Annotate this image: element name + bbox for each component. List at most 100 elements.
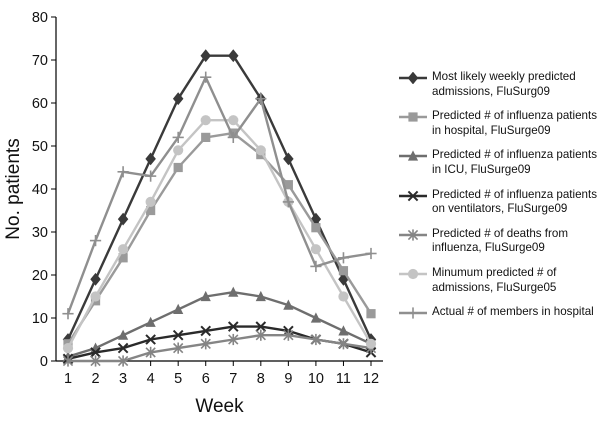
series-3-point [310,312,322,323]
series-6-point [200,115,211,126]
series-6-point [310,244,322,255]
series-6-point [365,338,377,349]
x-tick-label: 9 [284,371,292,387]
x-tick-label: 7 [229,371,237,387]
series-6-point [255,145,266,156]
series-2 [63,128,376,349]
legend-marker [407,307,419,319]
legend-marker [407,150,419,161]
series-4-point [90,347,101,358]
series-6-point [173,145,184,156]
series-2-point [118,253,128,263]
series-7 [62,71,377,320]
series-5-point [310,333,322,346]
legend-marker [407,229,419,241]
y-tick-label: 20 [32,268,48,284]
legend-swatch [399,190,427,201]
series-5-point [90,355,101,367]
legend-swatch [399,72,427,84]
x-tick-label: 12 [363,371,379,387]
legend-swatch [399,229,427,241]
series-4-point [200,325,212,337]
legend-label: Most likely weekly predicted admissions,… [432,70,576,98]
series-7-point [172,131,184,143]
x-tick-label: 4 [147,371,155,387]
legend-label: Predicted # of influenza patients in ICU… [432,148,597,176]
series-5-point [200,338,211,350]
legend-marker [407,72,419,84]
series-7-point [227,131,239,143]
legend-label: Predicted # of influenza patients in hos… [432,109,597,137]
legend-item: Predicted # of influenza patients in ICU… [398,148,598,177]
series-7-point [89,235,102,247]
series-3-point [338,325,349,336]
series-4-point [117,342,129,354]
legend-label: Actual # of members in hospital [432,305,594,319]
series-7-point [145,170,157,182]
y-tick-label: 40 [32,182,48,198]
y-tick-label: 60 [32,96,48,112]
series-3-point [228,286,239,297]
x-tick-label: 11 [336,371,351,387]
series-5-point [338,338,349,350]
legend-item: Predicted # of deaths from influenza, Fl… [398,227,598,256]
series-3-point [117,329,129,340]
x-tick-label: 5 [174,371,182,387]
legend-item: Actual # of members in hospital [398,305,598,320]
series-4-point [172,329,184,341]
series-1-point [228,49,239,63]
series-2-point [201,132,211,142]
legend-label: Predicted # of influenza patients on ven… [432,187,597,216]
series-3-point [145,316,156,327]
series-1-point [117,212,129,226]
series-6-point [338,291,349,302]
y-tick-label: 0 [40,354,48,370]
series-7-point [282,196,294,208]
series-1 [62,49,377,346]
legend-item: Most likely weekly predicted admissions,… [398,70,598,99]
series-5 [62,329,377,367]
y-tick-label: 80 [32,10,48,26]
series-7-point [200,71,212,83]
series-7-point [62,308,74,320]
legend-swatch [399,307,427,319]
legend-marker [408,112,418,122]
series-3-line [67,291,372,358]
y-axis-title: No. patients [3,138,24,239]
y-tick-label: 70 [32,53,48,69]
series-2-line [66,131,373,345]
series-5-point [283,329,294,341]
x-tick-label: 6 [202,371,210,387]
legend-swatch [399,150,427,161]
series-4-point [145,334,156,345]
series-2-point [311,223,321,233]
series-5-point [228,333,239,346]
y-tick-label: 10 [32,311,48,327]
legend-label: Predicted # of deaths from influenza, Fl… [432,226,568,255]
series-7-point [337,252,350,264]
x-tick-label: 8 [257,371,265,387]
series-6-point [145,196,156,207]
legend-item: Minumum predicted # of admissions, FluSu… [398,266,598,295]
x-tick-label: 1 [64,371,72,387]
series-1-point [200,49,211,63]
series-7-point [117,166,129,178]
series-3-point [283,299,294,310]
y-tick-label: 30 [32,225,48,241]
series-7-line [66,75,372,315]
series-6-point [90,291,101,302]
series-5-point [62,355,74,367]
x-tick-label: 2 [92,371,100,387]
series-1-point [145,152,156,166]
x-tick-label: 3 [119,371,127,387]
series-7-point [365,247,377,260]
chart-legend: Most likely weekly predicted admissions,… [398,70,598,330]
series-6-point [62,343,74,354]
series-4-point [255,321,267,332]
series-2-point [338,266,349,276]
series-5-line [68,334,372,363]
x-axis-title: Week [195,396,244,417]
series-5-point [255,329,266,341]
